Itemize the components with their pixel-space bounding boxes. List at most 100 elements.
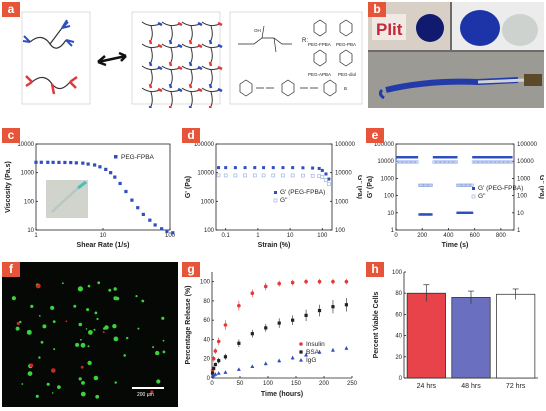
y-tick-label: 100 <box>517 194 528 200</box>
data-point-g-prime <box>440 156 444 159</box>
bar <box>496 293 536 379</box>
cell <box>81 381 85 385</box>
scalebar-label: 200 μm <box>137 392 154 398</box>
mesh-crosslink <box>188 61 193 67</box>
mesh-strand <box>169 69 173 87</box>
cell <box>86 308 90 312</box>
data-point-igg <box>250 364 255 369</box>
mesh-crosslink <box>177 87 183 93</box>
compound-label-apba: PEG-APBA <box>308 72 331 77</box>
mesh-strand <box>149 69 153 87</box>
data-point-g-prime <box>424 213 428 216</box>
cell <box>51 368 56 373</box>
cell <box>95 394 100 399</box>
panel-c-label: c <box>2 128 20 143</box>
cell <box>80 391 86 397</box>
y-tick-label: 10000 <box>17 142 34 148</box>
chart-d: 0.1 1 10 100 100 1000 10000 100000 100 1000 10000 1… <box>185 142 362 249</box>
data-point-g-double-prime <box>429 183 433 187</box>
y-tick-label: 100 <box>204 228 215 234</box>
mesh-strand <box>161 43 181 49</box>
data-point-g-prime <box>396 156 399 159</box>
mesh-strand <box>201 65 221 71</box>
mesh-crosslink <box>157 87 163 93</box>
y-tick-label: 1000 <box>21 171 35 177</box>
panel-b-label: b <box>368 2 386 17</box>
panel-f: f 200 μm <box>2 262 178 407</box>
cell <box>73 304 77 308</box>
r-equation-label: R: <box>302 38 308 44</box>
mesh-strand <box>169 47 173 65</box>
data-point-g-prime <box>243 166 247 170</box>
boron-group-label: B <box>344 86 347 91</box>
data-point-bsa <box>291 318 295 322</box>
cell <box>87 284 91 288</box>
y-tick-label: 40 <box>395 334 402 340</box>
data-point <box>153 223 157 227</box>
data-point-g-prime <box>507 156 510 159</box>
data-point-g-double-prime <box>470 183 474 187</box>
y-tick-label: 10 <box>517 211 524 217</box>
data-point <box>104 167 108 172</box>
data-point-g-prime <box>253 166 257 170</box>
data-point-g-prime <box>402 156 406 159</box>
cell <box>16 321 20 326</box>
mesh-strand <box>161 65 181 71</box>
data-point-insulin <box>211 356 216 361</box>
data-point-g-prime <box>485 156 488 159</box>
x-tick-label: 150 <box>291 381 302 387</box>
x-tick-label: 50 <box>237 381 244 387</box>
x-tick-label: 0 <box>210 381 214 387</box>
mesh-crosslink <box>188 83 193 89</box>
panel-a-schematic: R: PEG-FPBA PEG-PBA PEG-diol PEG-APBA B … <box>21 11 363 108</box>
data-point-igg <box>211 373 216 377</box>
cell <box>123 354 126 357</box>
data-point-g-prime <box>486 156 489 159</box>
data-point-g-prime <box>477 156 480 159</box>
cell <box>152 346 155 349</box>
chart-h: 0 20 40 60 80 100 Percent Viable Cells 24 hrs 48… <box>373 270 538 390</box>
x-tick-label: 200 <box>319 381 330 387</box>
mesh-crosslink <box>217 21 223 27</box>
scalebar <box>132 387 164 389</box>
cell <box>42 324 47 329</box>
y-tick-label: 100000 <box>374 142 395 148</box>
data-point-g-double-prime <box>324 178 328 182</box>
cell <box>62 282 64 285</box>
cell <box>21 383 24 385</box>
data-point-bsa <box>317 308 322 313</box>
data-point <box>124 189 128 194</box>
data-point-g-prime <box>445 156 449 159</box>
data-point-g-prime <box>415 156 419 159</box>
data-point-insulin <box>213 349 218 353</box>
legend-label-g-double-prime: G'' <box>478 193 486 200</box>
y-tick-label: 100 <box>24 199 35 205</box>
y-axis-label: Percent Viable Cells <box>373 291 380 358</box>
y-tick-label: 60 <box>395 312 402 318</box>
data-point-igg <box>344 346 349 350</box>
x-tick-label: 10 <box>100 233 107 239</box>
network-mesh <box>141 21 223 108</box>
data-point-bsa <box>213 362 217 367</box>
legend-marker-g-double-prime <box>471 194 476 199</box>
mesh-strand <box>189 91 193 108</box>
x-tick-label: 10 <box>287 233 294 239</box>
data-point-g-prime <box>503 156 507 159</box>
y-tick-label: 100000 <box>335 142 356 148</box>
cell <box>78 322 83 327</box>
mesh-strand <box>141 87 161 93</box>
x-tick-label: 100 <box>263 381 274 387</box>
data-point-g-prime <box>451 156 454 159</box>
cell <box>38 315 41 317</box>
data-point-g-prime <box>271 166 275 170</box>
y-tick-label: 10000 <box>335 171 352 177</box>
data-point-g-prime <box>427 213 430 216</box>
cell <box>38 356 41 359</box>
data-point <box>130 198 134 202</box>
y-tick-label: 100 <box>384 194 395 200</box>
cell <box>19 320 22 324</box>
panel-h-label: h <box>366 262 384 277</box>
y-tick-label: 1000 <box>201 199 215 205</box>
y2-axis-label: G'' (Pa) <box>356 175 362 199</box>
